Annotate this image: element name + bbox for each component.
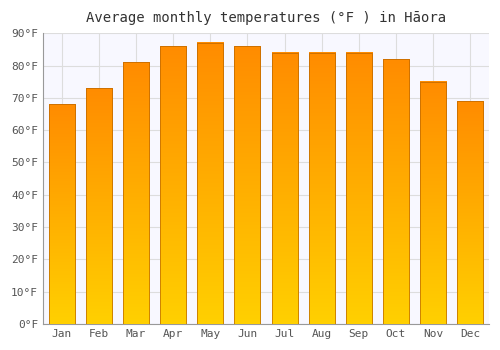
Bar [234, 46, 260, 324]
Bar [48, 104, 74, 324]
Title: Average monthly temperatures (°F ) in Hāora: Average monthly temperatures (°F ) in Hā… [86, 11, 446, 25]
Bar [160, 46, 186, 324]
Bar [272, 52, 297, 324]
Bar [383, 59, 409, 324]
Bar [197, 43, 223, 324]
Bar [458, 101, 483, 324]
Bar [308, 52, 334, 324]
Bar [86, 88, 112, 324]
Bar [420, 82, 446, 324]
Bar [346, 52, 372, 324]
Bar [123, 62, 149, 324]
